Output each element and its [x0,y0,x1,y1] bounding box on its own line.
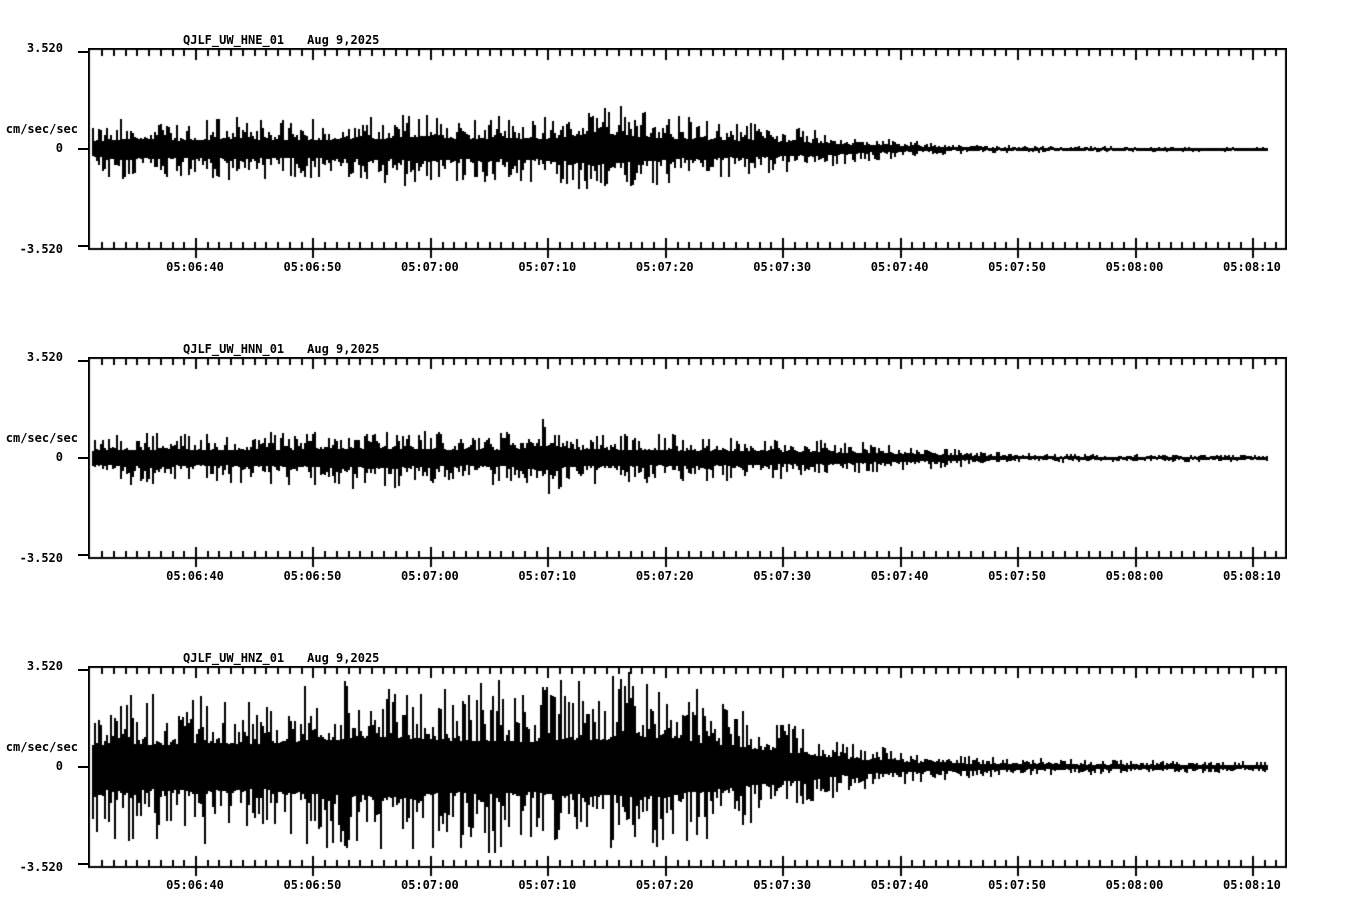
time-tick-label: 05:07:30 [753,878,812,892]
station-channel-label: QJLF_UW_HNN_01 [183,342,285,356]
y-axis-zero-label: 0 [55,141,63,155]
seismogram-panel: QJLF_UW_HNZ_01 Aug 9,2025 3.520 cm/sec/se… [0,651,1358,924]
time-tick-label: 05:07:40 [870,260,929,274]
time-tick-label: 05:08:10 [1223,878,1281,892]
time-tick-label: 05:07:10 [518,878,577,892]
y-tick-mark-zero [78,148,88,150]
station-channel-label: QJLF_UW_HNE_01 [183,33,285,47]
time-tick-label: 05:08:00 [1105,878,1164,892]
time-tick-label: 05:06:50 [283,260,342,274]
y-tick-mark-zero [78,457,88,459]
y-tick-mark-max [78,51,88,53]
waveform-trace-canvas [88,666,1287,878]
panel-title: QJLF_UW_HNE_01 Aug 9,2025 [183,33,379,47]
time-tick-label: 05:06:40 [166,878,224,892]
panel-title: QJLF_UW_HNN_01 Aug 9,2025 [183,342,379,356]
time-tick-label: 05:06:50 [283,878,342,892]
time-tick-label: 05:07:20 [635,878,694,892]
y-axis-zero-label: 0 [55,450,63,464]
seismogram-panel: QJLF_UW_HNE_01 Aug 9,2025 3.520 cm/sec/se… [0,33,1358,348]
time-tick-label: 05:08:10 [1223,569,1281,583]
date-label: Aug 9,2025 [307,342,380,356]
time-tick-label: 05:06:40 [166,260,224,274]
y-axis-max-label: 3.520 [26,350,63,364]
time-tick-label: 05:07:00 [400,569,459,583]
y-tick-mark-max [78,360,88,362]
time-tick-label: 05:07:00 [400,260,459,274]
time-tick-label: 05:07:30 [753,260,812,274]
time-tick-label: 05:07:50 [988,260,1046,274]
date-label: Aug 9,2025 [307,33,380,47]
y-axis-zero-label: 0 [55,759,63,773]
time-tick-label: 05:07:50 [988,569,1046,583]
time-tick-label: 05:07:10 [518,569,577,583]
time-tick-label: 05:08:10 [1223,260,1281,274]
y-axis-units-label: cm/sec/sec [5,122,78,136]
waveform-trace-canvas [88,357,1287,569]
y-axis-min-label: -3.520 [19,551,63,565]
time-tick-label: 05:07:40 [870,569,929,583]
time-tick-label: 05:07:20 [635,569,694,583]
y-axis-max-label: 3.520 [26,41,63,55]
time-tick-label: 05:08:00 [1105,569,1164,583]
seismogram-panel: QJLF_UW_HNN_01 Aug 9,2025 3.520 cm/sec/se… [0,342,1358,657]
station-channel-label: QJLF_UW_HNZ_01 [183,651,285,665]
y-tick-mark-max [78,669,88,671]
time-tick-label: 05:07:30 [753,569,812,583]
y-tick-mark-min [78,554,88,556]
time-tick-label: 05:07:40 [870,878,929,892]
panel-title: QJLF_UW_HNZ_01 Aug 9,2025 [183,651,379,665]
y-tick-mark-zero [78,766,88,768]
y-axis-units-label: cm/sec/sec [5,740,78,754]
waveform-trace-canvas [88,48,1287,260]
y-tick-mark-min [78,245,88,247]
time-tick-label: 05:07:00 [400,878,459,892]
y-tick-mark-min [78,863,88,865]
time-tick-label: 05:08:00 [1105,260,1164,274]
y-axis-units-label: cm/sec/sec [5,431,78,445]
y-axis-min-label: -3.520 [19,242,63,256]
y-axis-max-label: 3.520 [26,659,63,673]
date-label: Aug 9,2025 [307,651,380,665]
y-axis-min-label: -3.520 [19,860,63,874]
time-tick-label: 05:06:40 [166,569,224,583]
time-tick-label: 05:07:10 [518,260,577,274]
time-tick-label: 05:07:20 [635,260,694,274]
time-tick-label: 05:07:50 [988,878,1046,892]
time-tick-label: 05:06:50 [283,569,342,583]
